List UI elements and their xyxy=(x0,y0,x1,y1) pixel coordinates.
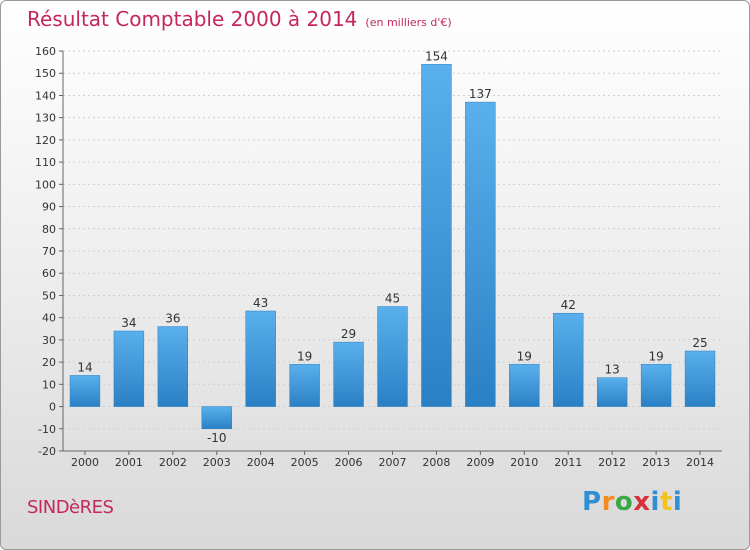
data-label: 25 xyxy=(692,336,707,350)
bar xyxy=(113,330,145,407)
bar xyxy=(245,310,276,407)
data-label: 13 xyxy=(605,363,620,377)
y-tick-label: -10 xyxy=(38,423,56,436)
chart-subtitle: (en milliers d'€) xyxy=(365,16,452,29)
y-tick-label: 10 xyxy=(42,378,56,391)
logo-letter: o xyxy=(614,487,634,517)
bar xyxy=(509,364,540,407)
bar xyxy=(596,377,628,407)
logo-letter: i xyxy=(672,487,683,517)
bar xyxy=(201,406,232,430)
y-tick-label: 20 xyxy=(42,356,56,369)
x-tick-label: 2007 xyxy=(379,456,407,469)
logo-letter: r xyxy=(601,487,615,517)
bar xyxy=(157,326,189,407)
data-label: 45 xyxy=(385,292,400,306)
x-tick-label: 2003 xyxy=(203,456,231,469)
y-tick-label: 30 xyxy=(42,334,56,347)
data-label: -10 xyxy=(207,431,227,445)
x-tick-label: 2006 xyxy=(335,456,363,469)
y-tick-label: -20 xyxy=(38,445,56,458)
bar xyxy=(553,312,584,407)
bar xyxy=(640,364,672,407)
chart-title: Résultat Comptable 2000 à 2014 xyxy=(27,7,358,31)
y-tick-label: 140 xyxy=(35,89,56,102)
y-tick-label: 40 xyxy=(42,312,56,325)
x-tick-label: 2002 xyxy=(159,456,187,469)
data-label: 42 xyxy=(561,298,576,312)
proxiti-logo: Proxiti xyxy=(582,487,682,517)
x-tick-label: 2001 xyxy=(115,456,143,469)
x-tick-label: 2010 xyxy=(510,456,538,469)
data-label: 36 xyxy=(165,312,180,326)
logo-letter: P xyxy=(582,487,602,517)
y-tick-label: 60 xyxy=(42,267,56,280)
bar xyxy=(684,350,716,407)
y-tick-label: 120 xyxy=(35,134,56,147)
data-label: 19 xyxy=(297,349,312,363)
commune-name: SINDèRES xyxy=(27,497,114,518)
bar xyxy=(333,341,364,407)
data-label: 154 xyxy=(425,49,448,63)
bar xyxy=(69,375,101,407)
data-label: 43 xyxy=(253,296,268,310)
logo-letter: t xyxy=(659,487,673,517)
y-tick-label: 80 xyxy=(42,223,56,236)
x-tick-label: 2012 xyxy=(598,456,626,469)
y-tick-label: 70 xyxy=(42,245,56,258)
data-label: 34 xyxy=(121,316,136,330)
data-label: 19 xyxy=(517,349,532,363)
data-label: 19 xyxy=(648,349,663,363)
bar xyxy=(377,306,408,407)
y-tick-label: 160 xyxy=(35,45,56,58)
logo-letter: i xyxy=(650,487,660,517)
x-tick-label: 2008 xyxy=(422,456,450,469)
y-tick-label: 50 xyxy=(42,289,56,302)
bar xyxy=(465,101,496,407)
x-tick-label: 2000 xyxy=(71,456,99,469)
data-label: 29 xyxy=(341,327,356,341)
y-tick-label: 130 xyxy=(35,112,56,125)
data-label: 14 xyxy=(77,360,92,374)
y-tick-label: 100 xyxy=(35,178,56,191)
data-label: 137 xyxy=(469,87,492,101)
y-tick-label: 90 xyxy=(42,201,56,214)
x-tick-label: 2004 xyxy=(247,456,275,469)
y-tick-label: 150 xyxy=(35,67,56,80)
x-tick-label: 2005 xyxy=(291,456,319,469)
x-tick-label: 2011 xyxy=(554,456,582,469)
y-tick-label: 110 xyxy=(35,156,56,169)
bar xyxy=(289,364,320,407)
x-tick-label: 2009 xyxy=(466,456,494,469)
bar xyxy=(421,64,452,407)
x-tick-label: 2014 xyxy=(686,456,714,469)
x-tick-label: 2013 xyxy=(642,456,670,469)
y-tick-label: 0 xyxy=(49,401,56,414)
logo-letter: x xyxy=(633,487,651,517)
chart-header: Résultat Comptable 2000 à 2014 (en millie… xyxy=(27,7,452,31)
